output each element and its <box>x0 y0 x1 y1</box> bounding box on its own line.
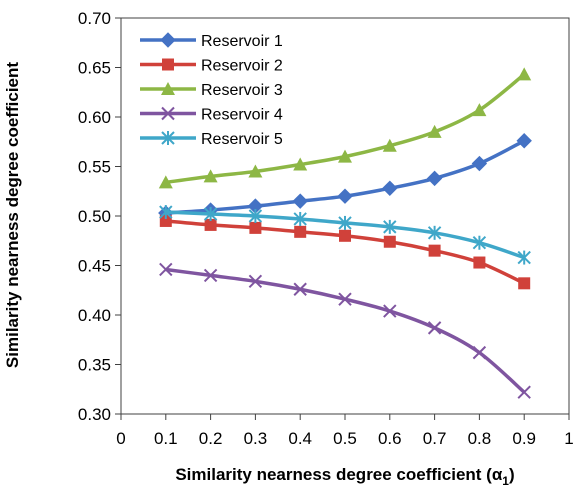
star-marker <box>161 131 175 145</box>
triangle-marker <box>427 124 442 138</box>
x-marker <box>472 345 487 360</box>
star-marker <box>517 250 531 265</box>
diamond-marker <box>160 32 176 48</box>
x-marker <box>293 282 307 296</box>
square-marker <box>339 229 351 242</box>
x-tick-label: 0.8 <box>468 429 492 448</box>
x-tick-label: 0.6 <box>378 429 402 448</box>
triangle-marker <box>248 164 263 178</box>
y-tick-label: 0.45 <box>78 257 111 276</box>
x-tick-label: 0.1 <box>154 429 178 448</box>
y-tick-label: 0.40 <box>78 306 111 325</box>
diamond-marker <box>292 193 308 209</box>
diamond-marker <box>516 133 532 149</box>
legend-item: Reservoir 4 <box>140 107 283 124</box>
x-tick-label: 1 <box>564 429 573 448</box>
star-marker <box>472 235 487 250</box>
x-tick-label: 0.3 <box>244 429 268 448</box>
legend-item: Reservoir 2 <box>140 58 283 75</box>
legend-label: Reservoir 2 <box>201 58 283 75</box>
triangle-marker <box>338 149 352 163</box>
series-4 <box>159 262 531 399</box>
x-marker <box>161 106 175 121</box>
square-marker <box>518 277 531 290</box>
star-marker <box>383 219 397 234</box>
star-marker <box>203 207 218 222</box>
legend-item: Reservoir 5 <box>140 131 283 148</box>
y-tick-label: 0.70 <box>78 9 111 28</box>
y-tick-label: 0.65 <box>78 59 111 78</box>
x-marker <box>338 292 352 306</box>
y-tick-label: 0.35 <box>78 356 111 375</box>
series-5 <box>159 205 531 265</box>
x-tick-label: 0.9 <box>512 429 536 448</box>
y-tick-label: 0.50 <box>78 207 111 226</box>
y-tick-label: 0.55 <box>78 158 111 177</box>
legend-label: Reservoir 1 <box>201 33 283 50</box>
x-marker <box>383 304 397 318</box>
triangle-marker <box>293 157 308 171</box>
y-axis-title: Similarity nearness degree coefficient <box>3 62 22 368</box>
diamond-marker <box>471 155 488 172</box>
triangle-marker <box>203 169 218 183</box>
legend-label: Reservoir 3 <box>201 82 283 99</box>
x-axis-title: Similarity nearness degree coefficient (… <box>175 465 514 488</box>
diamond-marker <box>337 188 353 204</box>
x-tick-label: 0 <box>116 429 125 448</box>
series-line <box>165 267 526 394</box>
triangle-marker <box>382 138 397 152</box>
legend-label: Reservoir 5 <box>201 131 283 148</box>
star-marker <box>293 211 307 226</box>
legend-item: Reservoir 1 <box>140 32 283 50</box>
x-tick-label: 0.4 <box>288 429 312 448</box>
square-marker <box>473 256 486 269</box>
triangle-marker <box>161 82 175 95</box>
triangle-marker <box>517 67 532 81</box>
series-layer <box>158 67 532 399</box>
square-marker <box>159 214 172 227</box>
x-marker <box>517 385 531 399</box>
x-tick-label: 0.5 <box>333 429 357 448</box>
square-marker <box>204 218 217 231</box>
square-marker <box>428 244 441 257</box>
star-marker <box>338 215 352 230</box>
y-tick-label: 0.60 <box>78 108 111 127</box>
x-tick-label: 0.7 <box>423 429 447 448</box>
x-axis-ticks: 0 0.1 0.2 0.3 0.4 0.5 0.6 0.7 0.8 0.9 1 <box>116 414 574 448</box>
square-marker <box>249 221 262 234</box>
triangle-marker <box>158 175 173 189</box>
y-axis-ticks: 0.30 0.35 0.40 0.45 0.50 0.55 0.60 0.65 0.70 <box>78 9 121 424</box>
x-axis-title-subscript: 1 <box>502 474 509 488</box>
legend: Reservoir 1 Reservoir 2 Reservoir 3 Reservo… <box>140 32 283 148</box>
series-3 <box>158 67 532 189</box>
x-marker <box>427 321 442 335</box>
x-axis-title-close: ) <box>509 465 515 484</box>
star-marker <box>159 205 173 220</box>
legend-item: Reservoir 3 <box>140 82 283 99</box>
x-tick-label: 0.2 <box>199 429 223 448</box>
square-marker <box>294 225 307 238</box>
triangle-marker <box>472 103 487 117</box>
x-axis-title-main: Similarity nearness degree coefficient (… <box>175 465 503 484</box>
x-marker <box>203 268 218 283</box>
series-2 <box>159 214 531 290</box>
square-marker <box>383 235 396 248</box>
square-marker <box>162 58 174 71</box>
x-marker <box>248 274 263 289</box>
star-marker <box>248 209 263 223</box>
x-marker <box>159 262 173 277</box>
diamond-marker <box>382 180 398 196</box>
y-tick-label: 0.30 <box>78 405 111 424</box>
star-marker <box>427 225 442 240</box>
diamond-marker <box>426 170 443 187</box>
legend-label: Reservoir 4 <box>201 107 283 124</box>
